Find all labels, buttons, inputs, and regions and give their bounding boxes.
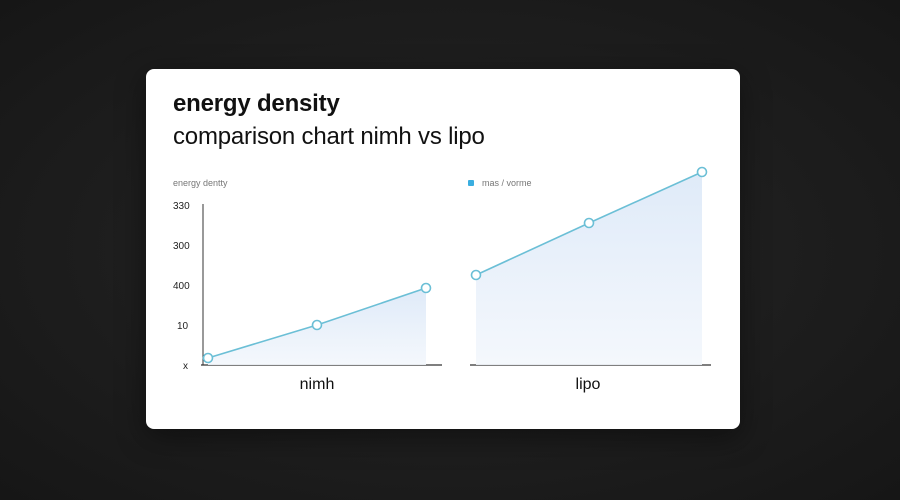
chart-title-line-2: comparison chart nimh vs lipo (173, 123, 485, 150)
legend-label: mas / vorme (482, 178, 532, 188)
chart-title: energy density comparison chart nimh vs … (173, 87, 485, 153)
y-tick-labels: 330 300 400 10 x (173, 201, 190, 372)
chart-title-line-1: energy density (173, 90, 340, 117)
legend-swatch (468, 180, 474, 186)
y-tick-label: 400 (173, 281, 190, 292)
data-point (202, 352, 214, 364)
area-fill-lipo (476, 172, 702, 365)
data-point (420, 282, 432, 294)
chart-card: energy density comparison chart nimh vs … (146, 69, 740, 429)
plot-points (202, 166, 708, 364)
data-point (311, 319, 323, 331)
y-tick-label: 10 (177, 321, 189, 332)
y-tick-label: x (183, 361, 188, 372)
y-tick-label: 330 (173, 201, 190, 212)
data-point (470, 269, 482, 281)
energy-density-chart: energy dentty mas / vorme 330 300 400 10… (173, 166, 711, 393)
y-tick-label: 300 (173, 241, 190, 252)
category-label-lipo: lipo (576, 376, 601, 393)
y-axis-label: energy dentty (173, 178, 228, 188)
data-point (583, 217, 595, 229)
data-point (696, 166, 708, 178)
category-label-nimh: nimh (300, 376, 335, 393)
